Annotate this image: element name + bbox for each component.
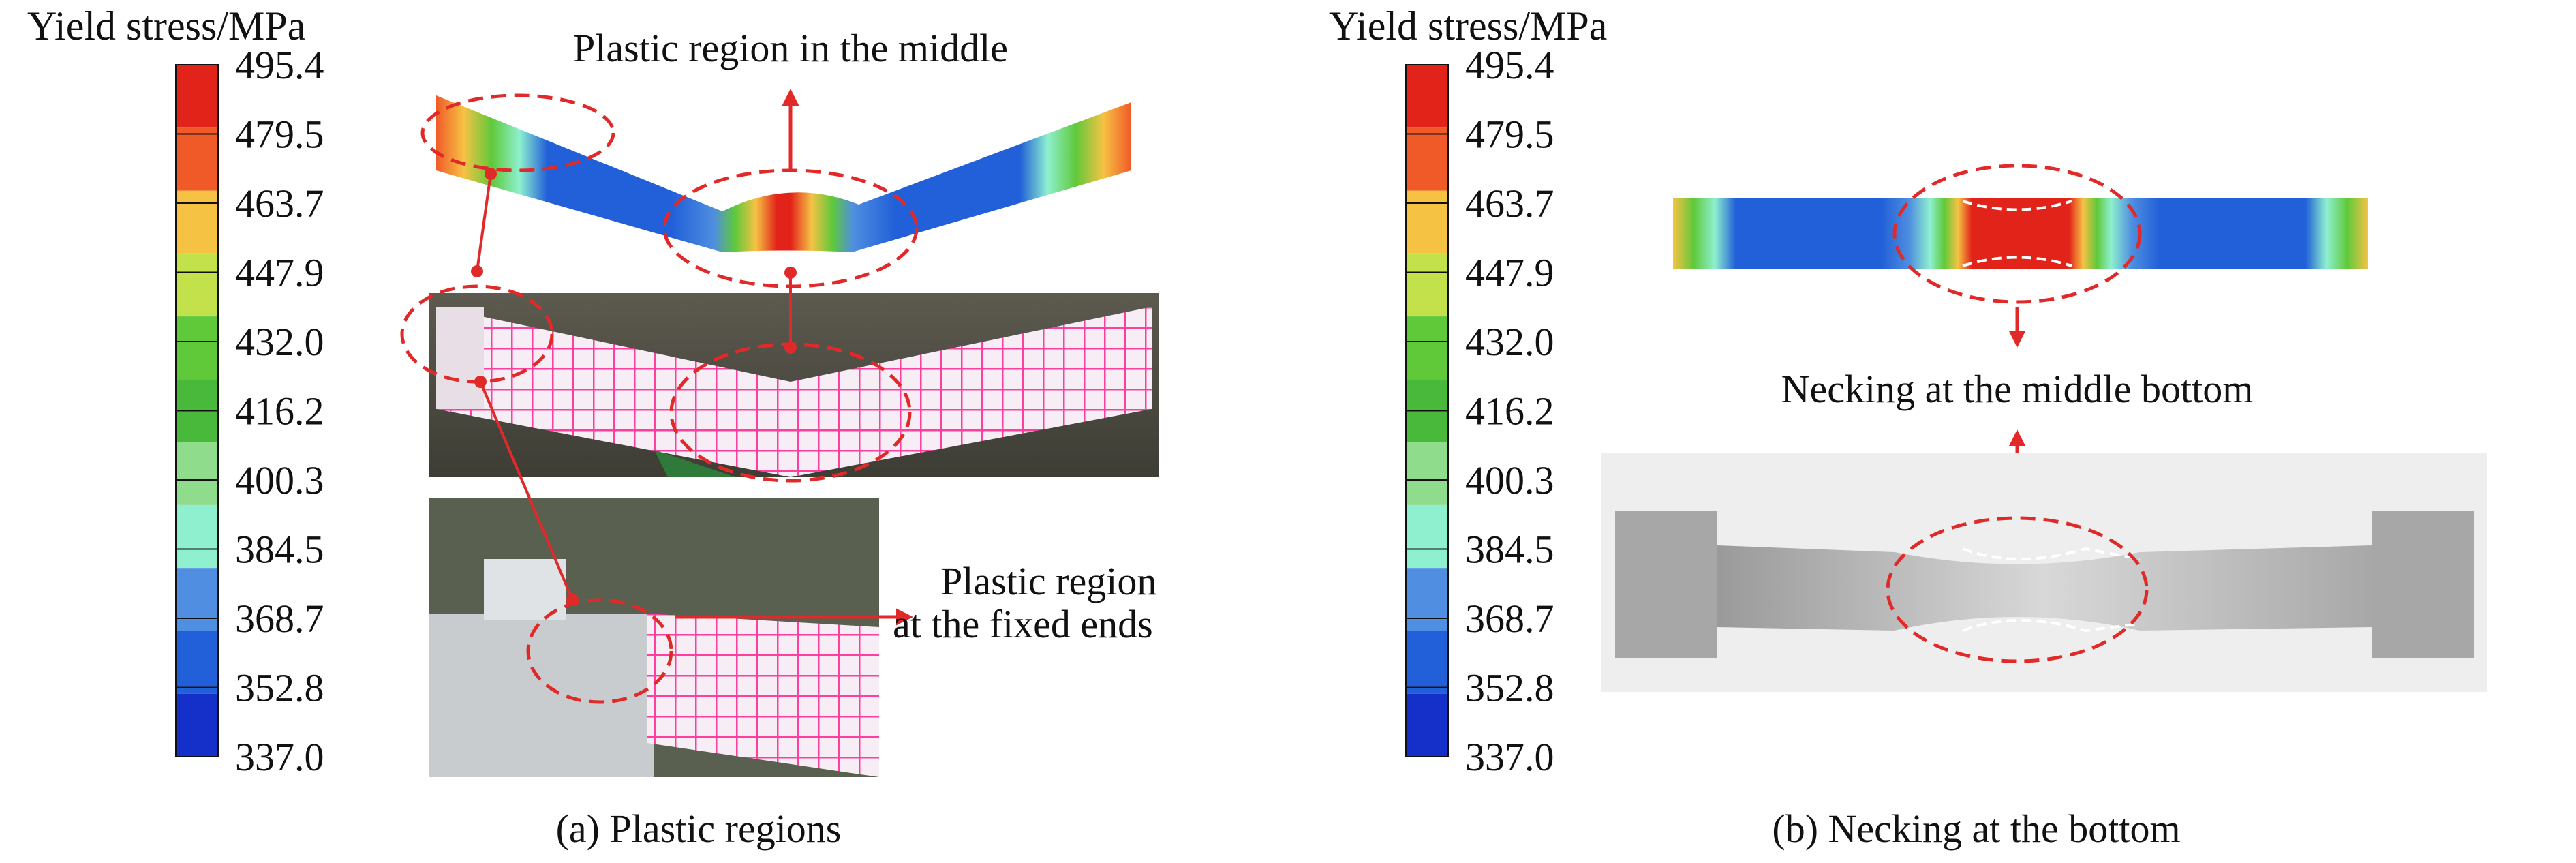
legend-b-band-1	[1406, 127, 1448, 191]
ellipse-left-end-sim	[420, 93, 615, 172]
connector-dot-3	[784, 267, 797, 279]
legend-b-tick-label-10: 337.0	[1465, 735, 1554, 779]
legend-a-tick-label-0: 495.4	[235, 43, 324, 87]
photo-fixed-end-closeup	[429, 498, 879, 777]
legend-a-tick-label-9: 352.8	[235, 666, 324, 710]
connector-left-end	[476, 173, 492, 272]
legend-a-tick-label-4: 432.0	[235, 320, 324, 364]
legend-b-band-7	[1406, 504, 1448, 569]
legend-b-band-2	[1406, 190, 1448, 254]
connector-dot-4	[784, 342, 797, 354]
legend-title-a: Yield stress/MPa	[27, 3, 305, 48]
caption-a: (a) Plastic regions	[556, 806, 842, 851]
necking-bottom-dash-sim	[1962, 256, 2072, 267]
legend-b-band-6	[1406, 442, 1448, 505]
simulated-bent-beam-a	[436, 95, 1131, 252]
legend-b-band-0	[1406, 65, 1448, 128]
panel-a: Yield stress/MPa 495.4 479.5 463.7 447.9 432…	[27, 3, 1159, 851]
legend-b-tick-label-8: 368.7	[1465, 596, 1554, 641]
legend-a-tick-label-10: 337.0	[235, 735, 324, 779]
photo-bent-specimen	[429, 293, 1159, 477]
legend-colorbar-b: 495.4 479.5 463.7 447.9 432.0 416.2 400.3 384.5…	[1405, 43, 1554, 779]
legend-a-tick-label-6: 400.3	[235, 458, 324, 502]
legend-b-tick-label-7: 384.5	[1465, 528, 1554, 572]
ellipse-necking-sim	[1892, 164, 2142, 304]
simulated-straight-beam-b	[1673, 198, 2368, 269]
legend-a-tick-label-2: 463.7	[235, 181, 324, 226]
legend-b-tick-label-6: 400.3	[1465, 458, 1554, 502]
connector-dot-2	[471, 265, 483, 277]
legend-b-band-10	[1406, 693, 1448, 757]
legend-b-band-3	[1406, 253, 1448, 317]
connector-fixed-end	[479, 381, 574, 601]
legend-a-band-7	[176, 504, 218, 569]
legend-a-tick-label-3: 447.9	[235, 251, 324, 295]
legend-a-tick-label-1: 479.5	[235, 112, 324, 157]
legend-colorbar-a: 495.4 479.5 463.7 447.9 432.0 416.2 400.3 384.5…	[175, 43, 324, 779]
legend-b-band-4	[1406, 316, 1448, 380]
ellipse-necking-photo	[1886, 516, 2149, 663]
legend-a-band-9	[176, 631, 218, 694]
panel-b: Yield stress/MPa 495.4 479.5 463.7 447.9 432…	[1329, 3, 2487, 851]
legend-title-b: Yield stress/MPa	[1329, 3, 1607, 48]
necking-top-dash-sim	[1962, 200, 2072, 211]
legend-b-tick-label-4: 432.0	[1465, 320, 1554, 364]
photo-necked-specimen	[1601, 453, 2487, 692]
legend-a-band-6	[176, 442, 218, 505]
legend-a-band-1	[176, 127, 218, 191]
legend-a-band-4	[176, 316, 218, 380]
connector-dot-6	[566, 594, 579, 606]
legend-b-tick-label-1: 479.5	[1465, 112, 1554, 157]
legend-a-band-3	[176, 253, 218, 317]
legend-a-tick-label-5: 416.2	[235, 389, 324, 434]
legend-a-band-10	[176, 693, 218, 757]
caption-b: (b) Necking at the bottom	[1772, 806, 2180, 851]
label-plastic-ends-line1: Plastic region	[940, 559, 1156, 603]
legend-b-tick-label-5: 416.2	[1465, 389, 1554, 434]
connector-dot-5	[474, 376, 487, 388]
legend-a-band-8	[176, 568, 218, 631]
legend-b-tick-label-0: 495.4	[1465, 43, 1554, 87]
label-necking: Necking at the middle bottom	[1781, 367, 2254, 411]
legend-b-tick-label-3: 447.9	[1465, 251, 1554, 295]
legend-a-band-0	[176, 65, 218, 128]
legend-b-band-9	[1406, 631, 1448, 694]
legend-b-band-8	[1406, 568, 1448, 631]
legend-a-tick-label-7: 384.5	[235, 528, 324, 572]
legend-a-tick-label-8: 368.7	[235, 596, 324, 641]
legend-a-band-2	[176, 190, 218, 254]
legend-b-tick-label-9: 352.8	[1465, 666, 1554, 710]
connector-dot-1	[485, 168, 497, 180]
legend-b-tick-label-2: 463.7	[1465, 181, 1554, 226]
ellipse-fixed-end-photo	[526, 598, 673, 704]
label-plastic-middle: Plastic region in the middle	[573, 26, 1008, 70]
label-plastic-ends-line2: at the fixed ends	[893, 602, 1153, 646]
